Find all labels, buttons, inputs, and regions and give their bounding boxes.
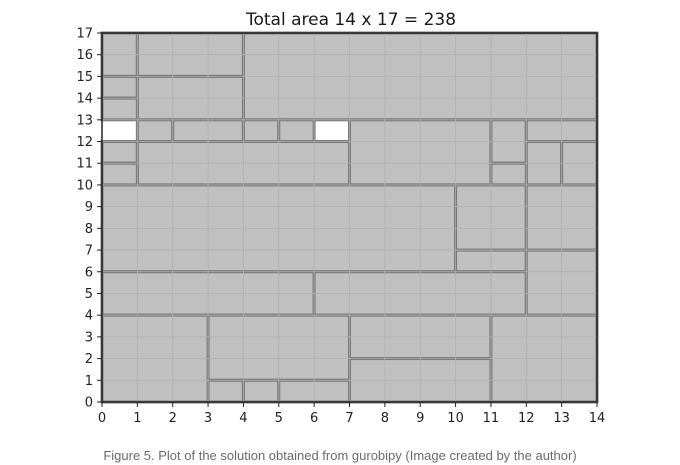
y-tick-label-0: 0 bbox=[85, 396, 93, 411]
piece-6 bbox=[100, 96, 139, 122]
x-tick-label-0: 0 bbox=[98, 411, 106, 426]
x-tick-label-1: 1 bbox=[133, 411, 141, 426]
y-tick-label-11: 11 bbox=[76, 157, 93, 172]
empty-cell-1 bbox=[102, 119, 138, 142]
y-tick-label-1: 1 bbox=[85, 374, 93, 389]
y-tick-label-3: 3 bbox=[85, 330, 93, 345]
y-tick-label-5: 5 bbox=[85, 287, 93, 302]
figure-caption: Figure 5. Plot of the solution obtained … bbox=[103, 448, 577, 463]
x-tick-label-7: 7 bbox=[345, 411, 353, 426]
x-tick-label-4: 4 bbox=[239, 411, 247, 426]
piece-14 bbox=[100, 140, 139, 165]
y-tick-label-4: 4 bbox=[85, 309, 93, 324]
x-axis: 0 1 2 3 4 5 6 7 8 9 10 11 12 13 14 bbox=[98, 402, 605, 426]
chart-title: Total area 14 x 17 = 238 bbox=[245, 10, 456, 30]
y-tick-label-13: 13 bbox=[76, 113, 93, 128]
empty-cells-layer bbox=[102, 119, 350, 142]
y-tick-label-17: 17 bbox=[76, 27, 93, 42]
piece-32 bbox=[241, 378, 281, 404]
piece-18 bbox=[100, 161, 139, 187]
y-tick-label-10: 10 bbox=[76, 178, 93, 193]
x-tick-label-5: 5 bbox=[275, 411, 283, 426]
x-tick-label-13: 13 bbox=[553, 411, 570, 426]
x-tick-label-8: 8 bbox=[381, 411, 389, 426]
x-tick-label-12: 12 bbox=[518, 411, 535, 426]
piece-4 bbox=[100, 74, 139, 100]
x-tick-label-3: 3 bbox=[204, 411, 212, 426]
y-tick-label-15: 15 bbox=[76, 70, 93, 85]
y-tick-label-8: 8 bbox=[85, 222, 93, 237]
y-tick-label-2: 2 bbox=[85, 352, 93, 367]
y-tick-label-12: 12 bbox=[76, 135, 93, 150]
piece-31 bbox=[206, 378, 245, 404]
x-tick-label-2: 2 bbox=[169, 411, 177, 426]
y-tick-label-7: 7 bbox=[85, 244, 93, 259]
x-tick-label-6: 6 bbox=[310, 411, 318, 426]
x-tick-label-9: 9 bbox=[416, 411, 424, 426]
piece-9 bbox=[241, 118, 281, 144]
y-tick-label-16: 16 bbox=[76, 48, 93, 63]
x-tick-label-14: 14 bbox=[589, 411, 606, 426]
piece-7 bbox=[135, 118, 175, 144]
x-tick-label-10: 10 bbox=[447, 411, 464, 426]
y-tick-label-9: 9 bbox=[85, 200, 93, 215]
x-tick-label-11: 11 bbox=[483, 411, 500, 426]
empty-cell-2 bbox=[314, 119, 350, 142]
piece-10 bbox=[277, 118, 316, 144]
y-tick-label-14: 14 bbox=[76, 92, 93, 107]
solution-plot: Total area 14 x 17 = 238 0 1 2 3 4 5 6 7 8 9 10 11 1… bbox=[76, 10, 605, 426]
piece-19 bbox=[489, 161, 528, 187]
y-tick-label-6: 6 bbox=[85, 265, 93, 280]
